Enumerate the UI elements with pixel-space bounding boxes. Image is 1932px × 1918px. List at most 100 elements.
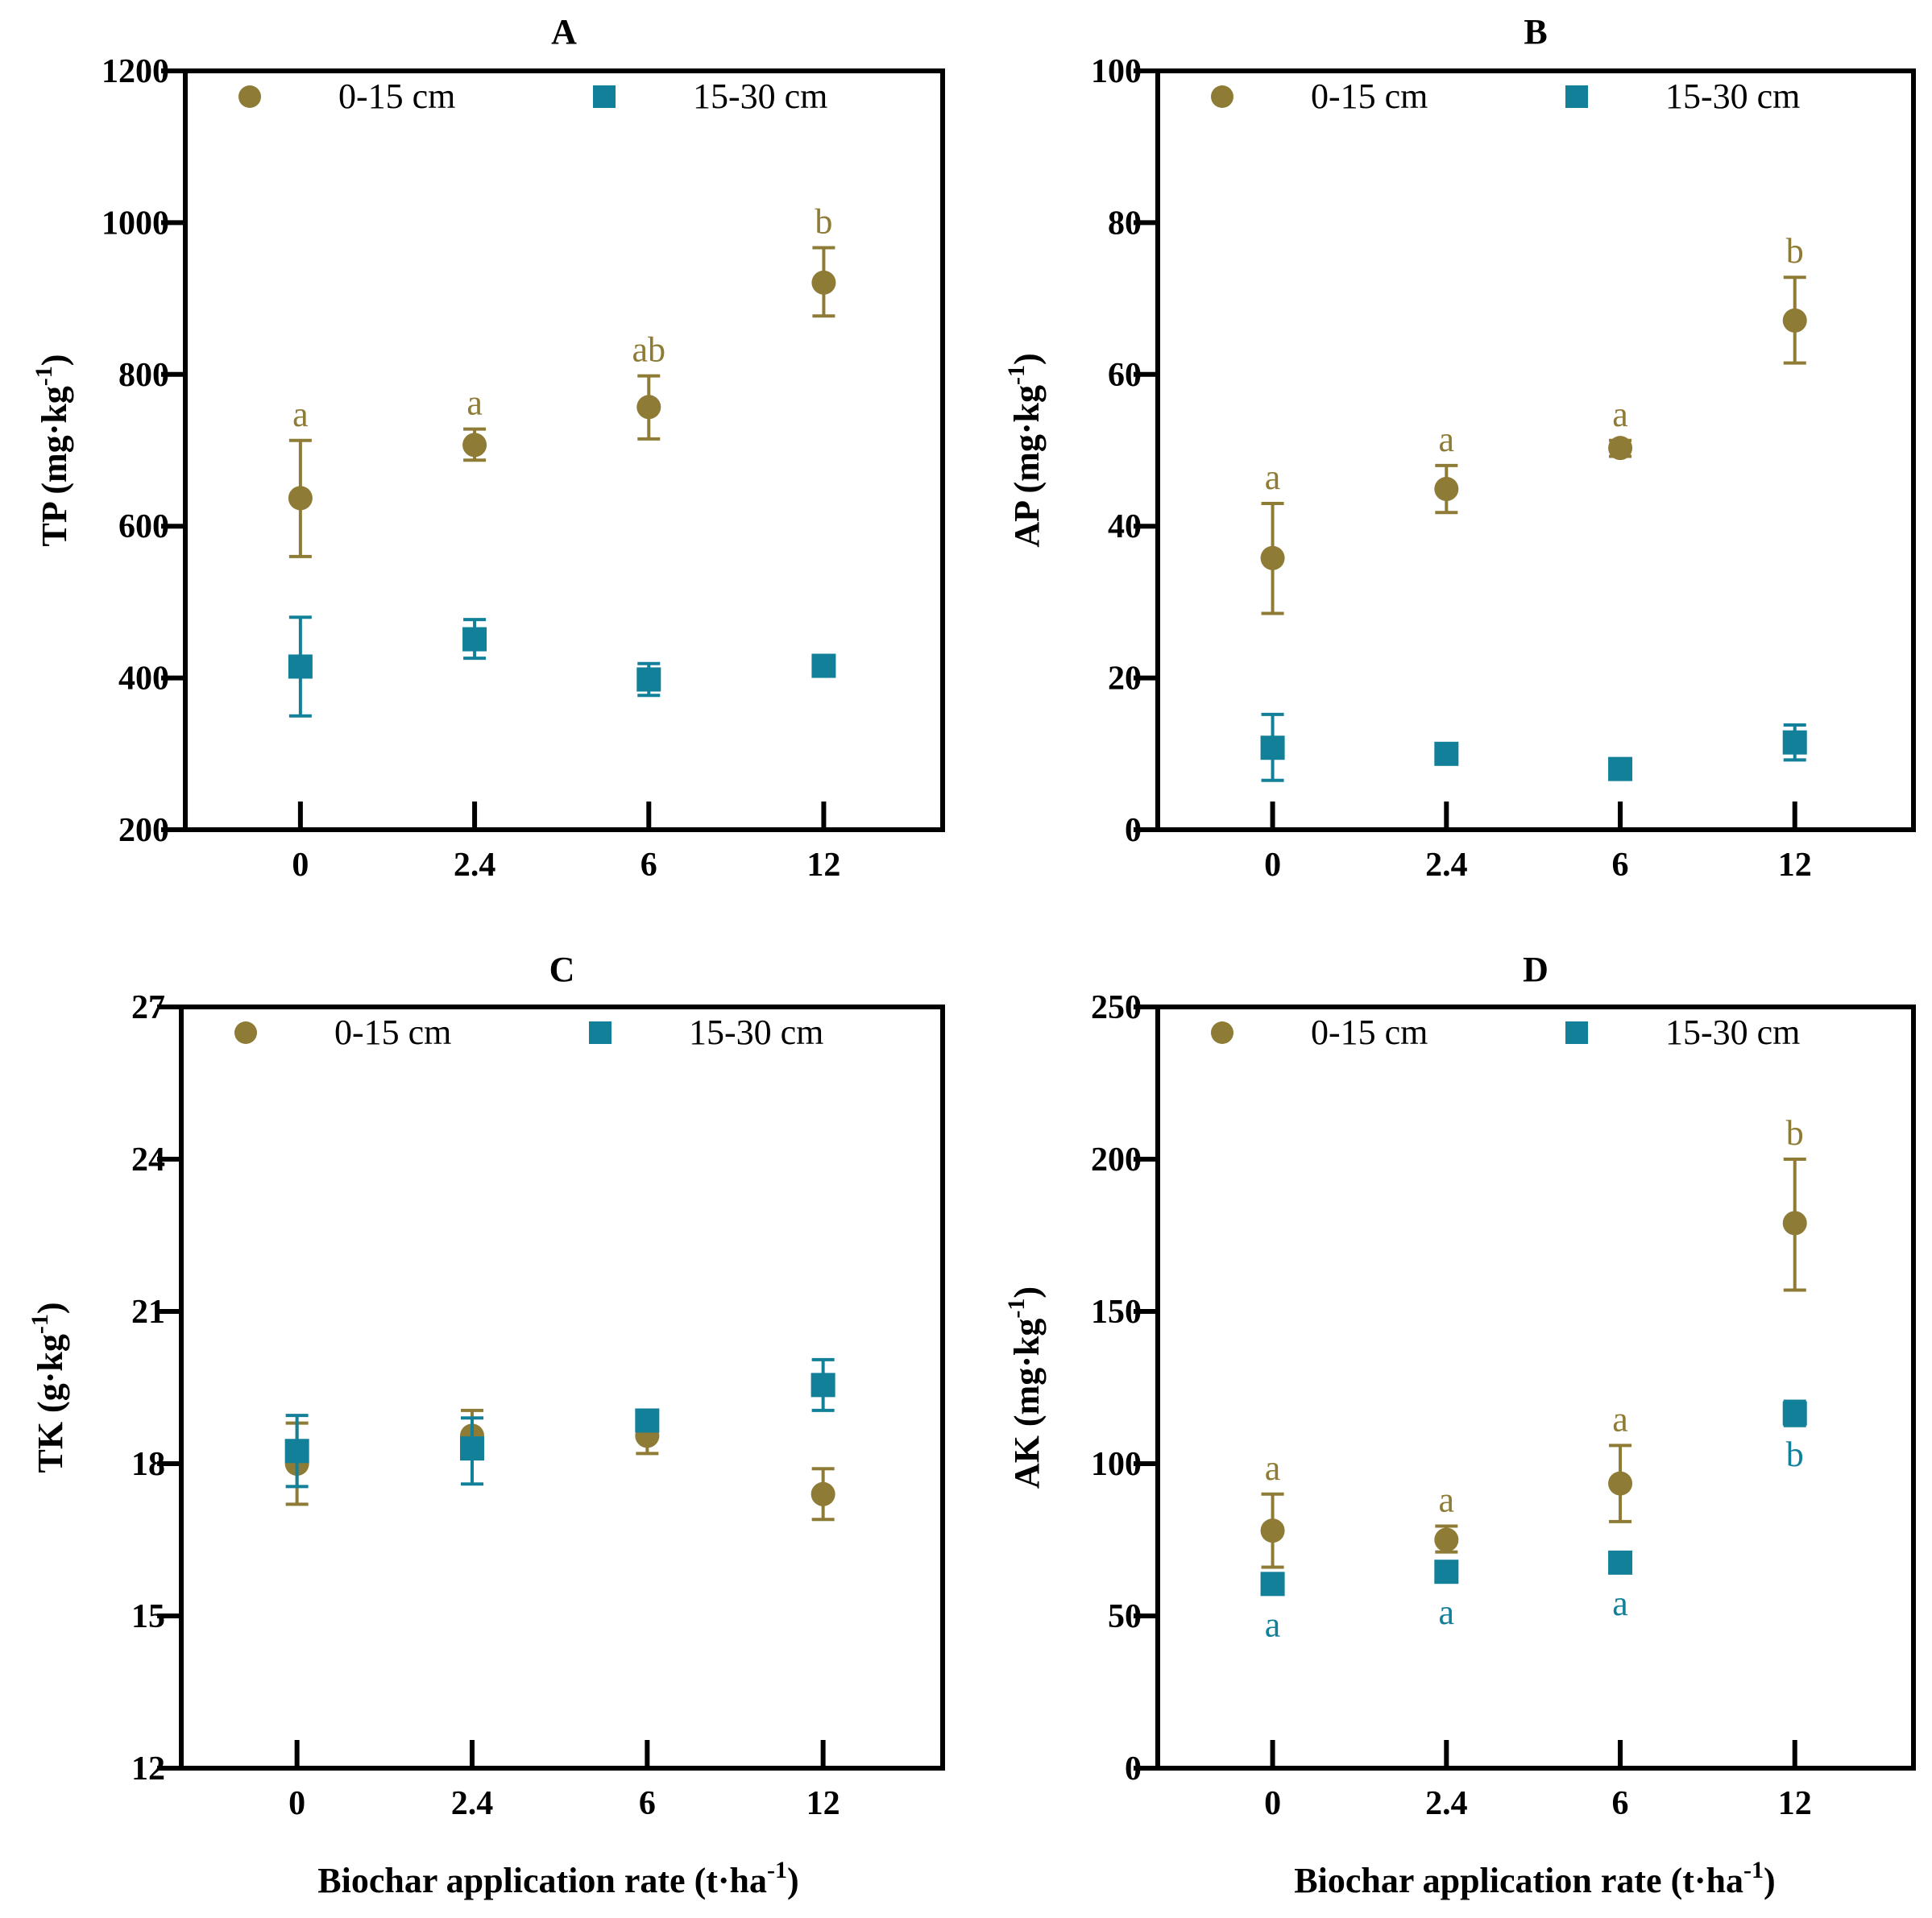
series-0-15cm-significance-letter: a bbox=[292, 395, 309, 434]
legend-label-15-30cm: 15-30 cm bbox=[693, 77, 827, 116]
y-axis-title-text: AK (mg·kg bbox=[1007, 1319, 1047, 1489]
series-0-15cm-point bbox=[1782, 1211, 1807, 1236]
series-15-30cm-point bbox=[811, 1373, 835, 1398]
series-15-30cm-significance-letter: a bbox=[1439, 1593, 1455, 1632]
x-tick-label: 12 bbox=[1778, 847, 1812, 884]
y-tick-label: 1200 bbox=[102, 53, 169, 90]
y-axis-title-close: ) bbox=[1007, 353, 1047, 365]
x-tick-label: 0 bbox=[1264, 1785, 1281, 1822]
series-0-15cm-significance-letter: b bbox=[1786, 231, 1804, 271]
y-axis-title: TP (mg·kg-1) bbox=[31, 354, 74, 547]
x-axis-title-close: ) bbox=[1764, 1861, 1776, 1900]
series-15-30cm-point bbox=[635, 1408, 660, 1433]
y-tick-label: 27 bbox=[131, 989, 165, 1026]
series-0-15cm-significance-letter: a bbox=[1265, 458, 1281, 497]
panel-a: A 200 400 600 800 1000 1200 0 2.4 6 12 TP (mg·kg-1)… bbox=[31, 12, 945, 884]
legend-marker-0-15cm bbox=[238, 85, 261, 108]
legend-marker-0-15cm bbox=[234, 1021, 257, 1044]
plot-frame bbox=[179, 1005, 945, 1771]
series-15-30cm-point bbox=[284, 1439, 309, 1464]
y-tick-label: 12 bbox=[131, 1750, 165, 1788]
x-tick-label: 6 bbox=[1612, 1785, 1629, 1822]
x-tick-label: 2.4 bbox=[1425, 847, 1468, 884]
series-15-30cm-significance-letter: a bbox=[1265, 1605, 1281, 1644]
series-0-15cm-point bbox=[1782, 308, 1807, 333]
legend-marker-0-15cm bbox=[1211, 1021, 1233, 1044]
y-tick-label: 50 bbox=[1108, 1598, 1142, 1635]
series-0-15cm-point bbox=[1608, 436, 1633, 461]
legend-label-15-30cm: 15-30 cm bbox=[689, 1013, 823, 1052]
x-axis-title-left: Biochar application rate (t·ha-1) bbox=[317, 1857, 798, 1900]
legend-label-15-30cm: 15-30 cm bbox=[1665, 77, 1800, 116]
legend-label-0-15cm: 0-15 cm bbox=[334, 1013, 451, 1052]
series-15-30cm-point bbox=[1782, 1401, 1807, 1426]
series-15-30cm-point bbox=[1260, 1572, 1285, 1597]
legend-marker-15-30cm bbox=[1565, 85, 1588, 108]
panel-c: C 12 15 18 21 24 27 0 2.4 6 12 TK (g·kg-1) 0-15 cm 15… bbox=[27, 950, 945, 1822]
plot-frame bbox=[183, 68, 945, 832]
series-15-30cm-point bbox=[811, 653, 836, 678]
x-tick-label: 0 bbox=[292, 847, 309, 884]
x-tick-label: 2.4 bbox=[1425, 1785, 1468, 1822]
y-tick-label: 0 bbox=[1125, 812, 1142, 849]
y-tick-label: 800 bbox=[118, 357, 169, 394]
series-0-15cm-significance-letter: b bbox=[815, 201, 832, 241]
y-axis-title-sup: -1 bbox=[27, 1314, 53, 1334]
series-15-30cm-significance-letter: a bbox=[1612, 1584, 1628, 1623]
x-tick-label: 12 bbox=[1778, 1785, 1812, 1822]
series-15-30cm-point bbox=[462, 627, 487, 652]
y-tick-label: 40 bbox=[1108, 508, 1142, 545]
series-0-15cm-point bbox=[1434, 477, 1459, 502]
x-tick-label: 2.4 bbox=[454, 847, 496, 884]
y-tick-label: 200 bbox=[118, 812, 169, 849]
y-tick-label: 100 bbox=[1091, 1446, 1142, 1483]
x-tick-label: 12 bbox=[806, 847, 840, 884]
y-axis-title-sup: -1 bbox=[1003, 1299, 1030, 1319]
legend-marker-15-30cm bbox=[593, 85, 616, 108]
legend-marker-15-30cm bbox=[1565, 1021, 1588, 1044]
series-15-30cm-point bbox=[1782, 730, 1807, 755]
panel-title: C bbox=[549, 950, 575, 989]
series-15-30cm-point bbox=[1260, 735, 1285, 760]
x-axis-title-text: Biochar application rate (t·ha bbox=[317, 1861, 767, 1900]
y-axis-title-close: ) bbox=[31, 1302, 70, 1314]
x-axis-title-close: ) bbox=[787, 1861, 799, 1900]
y-axis-title-close: ) bbox=[35, 354, 74, 367]
series-0-15cm-point bbox=[1260, 545, 1285, 570]
y-axis-title: TK (g·kg-1) bbox=[27, 1302, 70, 1473]
y-tick-label: 60 bbox=[1108, 357, 1142, 394]
y-tick-label: 400 bbox=[118, 661, 169, 698]
series-15-30cm-point bbox=[1434, 741, 1459, 766]
y-axis-title: AP (mg·kg-1) bbox=[1003, 353, 1047, 547]
series-0-15cm-point bbox=[1260, 1518, 1285, 1543]
series-0-15cm-significance-letter: a bbox=[1612, 1399, 1628, 1439]
y-tick-label: 1000 bbox=[102, 205, 169, 242]
series-0-15cm-significance-letter: a bbox=[1439, 1480, 1455, 1519]
x-tick-label: 0 bbox=[1264, 847, 1281, 884]
legend-label-0-15cm: 0-15 cm bbox=[338, 77, 455, 116]
legend-label-15-30cm: 15-30 cm bbox=[1665, 1013, 1800, 1052]
panel-title: D bbox=[1523, 950, 1549, 989]
x-axis-title-sup: -1 bbox=[767, 1857, 787, 1883]
series-15-30cm-point bbox=[288, 654, 313, 679]
y-axis-title-text: TP (mg·kg bbox=[35, 386, 74, 546]
x-tick-label: 6 bbox=[1612, 847, 1629, 884]
series-0-15cm-point bbox=[462, 433, 487, 458]
x-tick-label: 12 bbox=[806, 1785, 840, 1822]
series-0-15cm-point bbox=[811, 1481, 835, 1506]
series-0-15cm-point bbox=[288, 486, 313, 511]
y-axis-title-text: AP (mg·kg bbox=[1007, 385, 1047, 548]
y-tick-label: 250 bbox=[1091, 989, 1142, 1026]
panel-title: A bbox=[551, 12, 577, 52]
panel-b: B 0 20 40 60 80 100 0 2.4 6 12 AP (mg·kg-1) 0-15 cm 1… bbox=[1003, 12, 1916, 884]
y-tick-label: 100 bbox=[1091, 53, 1142, 90]
legend-marker-15-30cm bbox=[589, 1021, 612, 1044]
x-axis-title-sup: -1 bbox=[1743, 1857, 1764, 1883]
series-0-15cm-significance-letter: a bbox=[466, 383, 483, 423]
y-tick-label: 80 bbox=[1108, 205, 1142, 242]
series-0-15cm-significance-letter: b bbox=[1786, 1113, 1804, 1153]
panel-title: B bbox=[1524, 12, 1547, 52]
legend-marker-0-15cm bbox=[1211, 85, 1233, 108]
series-0-15cm-significance-letter: a bbox=[1265, 1448, 1281, 1488]
